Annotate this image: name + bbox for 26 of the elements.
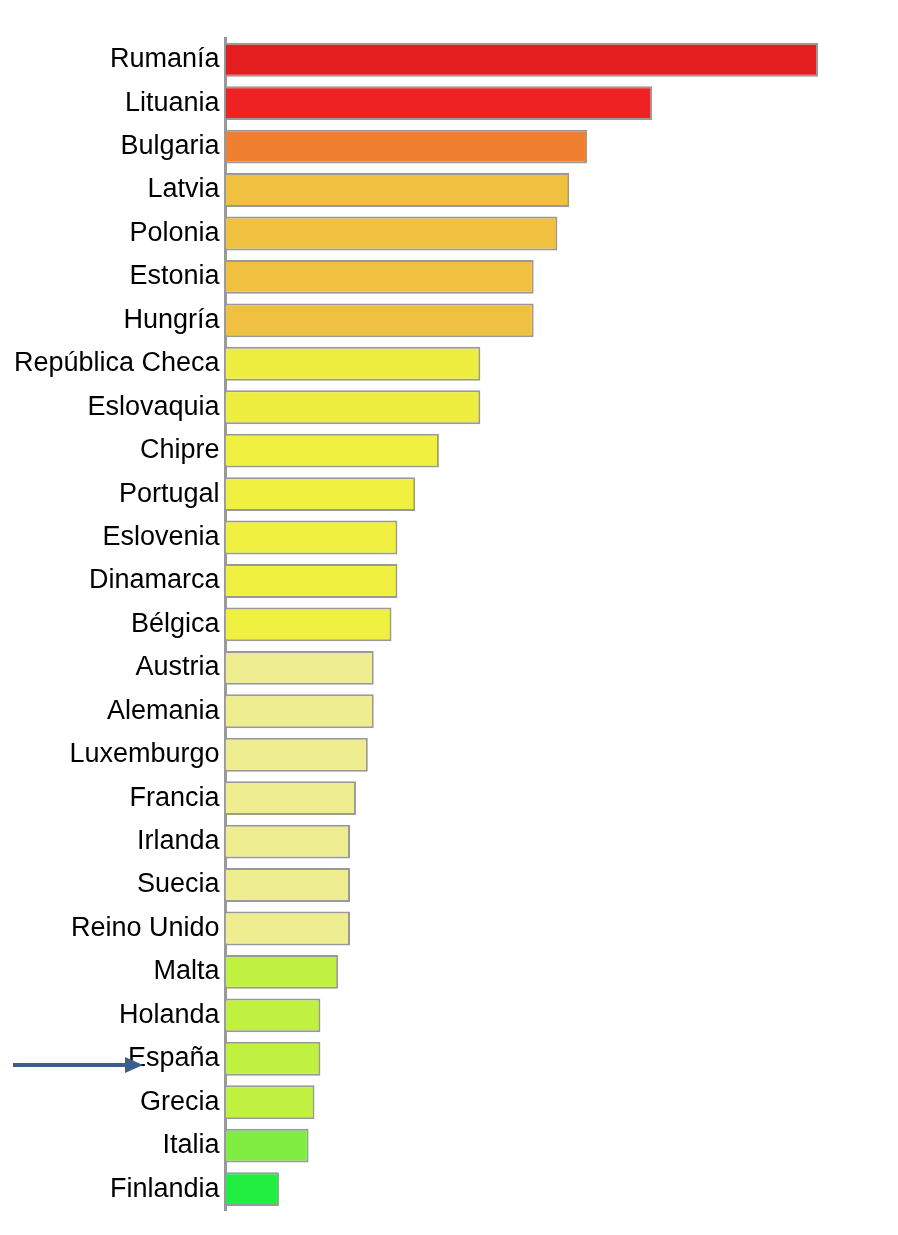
y-tick-label: Holanda	[119, 998, 221, 1029]
y-tick-label: República Checa	[14, 347, 221, 378]
y-tick-label: Polonia	[129, 216, 221, 247]
y-tick-label: Eslovenia	[102, 520, 221, 551]
y-tick-label: Estonia	[129, 260, 221, 291]
y-tick-label: Irlanda	[137, 825, 221, 856]
y-tick-label: Alemania	[107, 694, 221, 725]
y-tick-label: Reino Unido	[71, 911, 220, 942]
y-tick-label: Luxemburgo	[69, 738, 220, 769]
y-tick-label: Dinamarca	[89, 564, 221, 595]
y-tick-label: Finlandia	[110, 1172, 221, 1203]
y-tick-label: Hungría	[123, 303, 221, 334]
y-tick-label: Malta	[153, 955, 221, 986]
y-tick-label: Latvia	[147, 173, 221, 204]
y-tick-label: Suecia	[137, 868, 221, 899]
y-tick-label: Rumanía	[110, 43, 221, 74]
y-tick-label: Grecia	[140, 1085, 221, 1116]
y-tick-label: Bulgaria	[120, 130, 221, 161]
y-tick-label: Francia	[129, 781, 221, 812]
y-tick-label: Italia	[162, 1129, 221, 1160]
y-tick-label: Lituania	[125, 86, 221, 117]
y-tick-label: Bélgica	[131, 607, 221, 638]
y-tick-label: Portugal	[119, 477, 220, 508]
y-tick-label: Chipre	[140, 434, 220, 465]
y-tick-label: Eslovaquia	[87, 390, 221, 421]
y-tick-label: Austria	[135, 651, 221, 682]
